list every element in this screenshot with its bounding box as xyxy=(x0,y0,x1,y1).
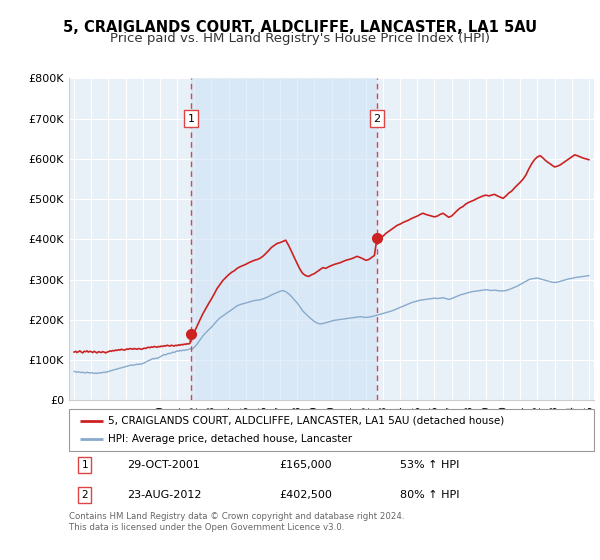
Text: Price paid vs. HM Land Registry's House Price Index (HPI): Price paid vs. HM Land Registry's House … xyxy=(110,32,490,45)
Text: 5, CRAIGLANDS COURT, ALDCLIFFE, LANCASTER, LA1 5AU (detached house): 5, CRAIGLANDS COURT, ALDCLIFFE, LANCASTE… xyxy=(109,416,505,426)
Text: HPI: Average price, detached house, Lancaster: HPI: Average price, detached house, Lanc… xyxy=(109,434,353,444)
Bar xyxy=(191,78,377,400)
Text: 1: 1 xyxy=(188,114,195,124)
Text: 23-AUG-2012: 23-AUG-2012 xyxy=(127,490,201,500)
Text: £402,500: £402,500 xyxy=(279,490,332,500)
Text: 2: 2 xyxy=(82,490,88,500)
Text: £165,000: £165,000 xyxy=(279,460,332,470)
Text: 2: 2 xyxy=(373,114,380,124)
Text: 29-OCT-2001: 29-OCT-2001 xyxy=(127,460,200,470)
Text: 80% ↑ HPI: 80% ↑ HPI xyxy=(400,490,459,500)
Text: 5, CRAIGLANDS COURT, ALDCLIFFE, LANCASTER, LA1 5AU: 5, CRAIGLANDS COURT, ALDCLIFFE, LANCASTE… xyxy=(63,20,537,35)
Text: Contains HM Land Registry data © Crown copyright and database right 2024.
This d: Contains HM Land Registry data © Crown c… xyxy=(69,512,404,532)
Text: 1: 1 xyxy=(82,460,88,470)
Text: 53% ↑ HPI: 53% ↑ HPI xyxy=(400,460,459,470)
